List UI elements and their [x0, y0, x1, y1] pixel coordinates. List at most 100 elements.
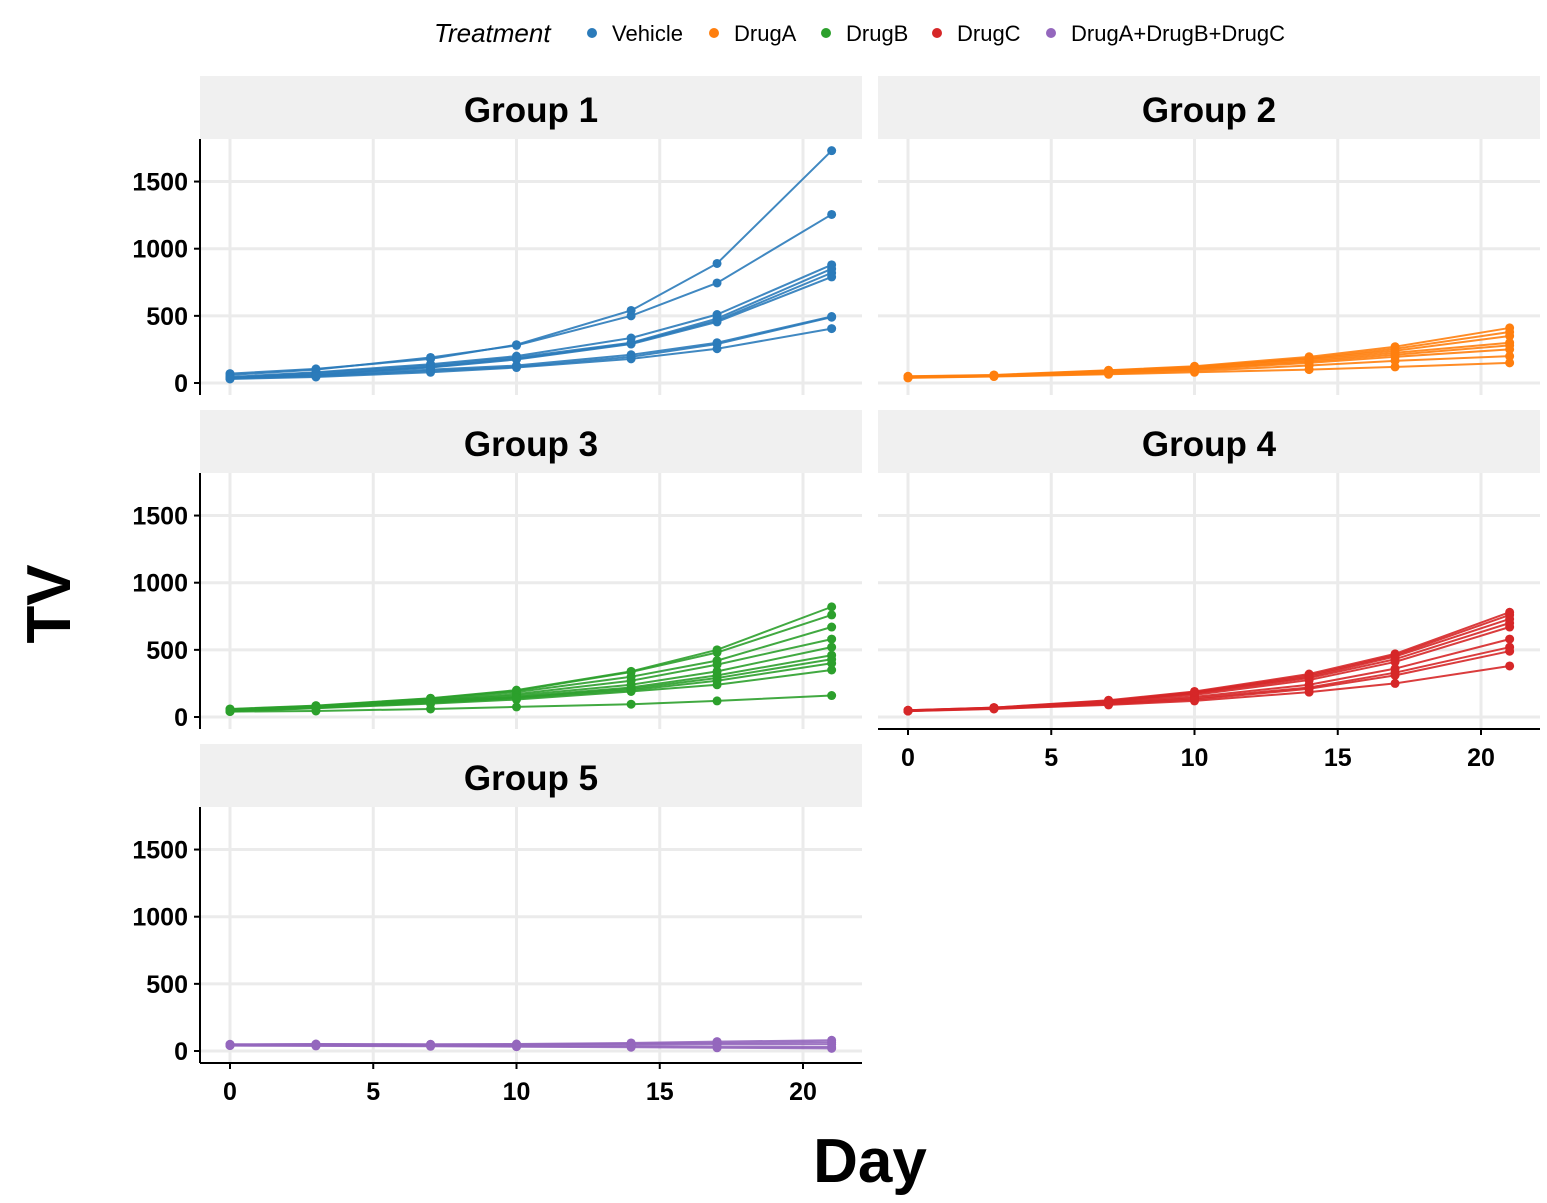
- data-point: [426, 1041, 436, 1051]
- data-point: [1390, 362, 1400, 372]
- data-point: [512, 702, 521, 712]
- legend-marker-1: [709, 28, 719, 38]
- data-point: [512, 695, 521, 705]
- legend-label: DrugA: [734, 21, 797, 46]
- data-point: [827, 634, 837, 644]
- data-point: [1390, 670, 1400, 680]
- panel-4: Group 4 0 5 10 15 20: [878, 410, 1540, 772]
- legend-label: DrugC: [957, 21, 1021, 46]
- data-point: [1505, 358, 1515, 368]
- y-tick-label: 1000: [132, 570, 188, 598]
- y-tick-label: 1000: [132, 904, 188, 932]
- data-point: [1104, 369, 1114, 379]
- y-tick-label: 500: [146, 971, 188, 999]
- series-line-1: [229, 149, 833, 375]
- series-line-8: [907, 650, 1510, 712]
- data-point: [1304, 687, 1314, 697]
- data-point: [903, 373, 913, 383]
- data-point: [827, 691, 837, 701]
- facet-strip: [200, 744, 862, 807]
- data-point: [712, 1043, 722, 1053]
- facet-strip: [200, 76, 862, 139]
- data-point: [827, 146, 837, 156]
- facet-title: Group 1: [464, 91, 598, 130]
- legend: Treatment Vehicle DrugA DrugB DrugC DrugA+Dr…: [434, 18, 1285, 48]
- data-point: [626, 311, 636, 321]
- x-tick-label: 15: [1324, 744, 1352, 772]
- data-point: [311, 706, 321, 716]
- data-point: [1505, 661, 1515, 671]
- x-tick-label: 10: [1181, 744, 1209, 772]
- data-point: [626, 699, 636, 709]
- data-point: [827, 622, 837, 632]
- data-point: [712, 344, 722, 354]
- panel-3: Group 3 0 500 1000 1500: [132, 410, 862, 732]
- x-tick-label: 5: [1044, 744, 1058, 772]
- data-point: [827, 602, 837, 612]
- data-point: [989, 704, 999, 714]
- y-tick-label: 1000: [132, 236, 188, 264]
- data-point: [1190, 696, 1199, 706]
- facet-strip: [878, 76, 1540, 139]
- data-point: [626, 1042, 636, 1052]
- data-point: [1104, 700, 1114, 710]
- legend-marker-2: [821, 28, 831, 38]
- data-point: [712, 680, 722, 690]
- y-tick-label: 0: [174, 370, 188, 398]
- data-point: [225, 1041, 235, 1051]
- data-point: [989, 372, 999, 382]
- y-tick-label: 1500: [132, 503, 188, 531]
- data-point: [712, 696, 722, 706]
- x-axis-label: Day: [813, 1127, 927, 1196]
- series-line-6: [229, 654, 832, 712]
- series-line-5: [229, 271, 833, 380]
- data-point: [1190, 367, 1199, 377]
- facet-title: Group 5: [464, 759, 598, 798]
- data-point: [311, 372, 321, 382]
- data-point: [712, 648, 722, 658]
- data-point: [1505, 646, 1515, 656]
- legend-label: DrugA+DrugB+DrugC: [1071, 21, 1285, 46]
- data-point: [827, 209, 837, 219]
- data-point: [426, 352, 436, 362]
- facet-strip: [200, 410, 862, 473]
- legend-label: Vehicle: [612, 21, 683, 46]
- panel-1: Group 1 0 500 1000 1500: [132, 76, 862, 398]
- data-point: [626, 339, 636, 349]
- x-tick-label: 20: [1467, 744, 1495, 772]
- y-axis-label: TV: [15, 564, 84, 643]
- data-point: [512, 363, 521, 373]
- y-tick-label: 1500: [132, 169, 188, 197]
- series-line-6: [229, 275, 833, 379]
- x-tick-label: 0: [901, 744, 915, 772]
- data-point: [903, 706, 913, 716]
- data-point: [1505, 634, 1515, 644]
- facet-strip: [878, 410, 1540, 473]
- data-point: [827, 312, 837, 322]
- legend-marker-0: [587, 28, 597, 38]
- data-point: [1505, 622, 1515, 632]
- data-point: [712, 258, 722, 268]
- data-point: [311, 1041, 321, 1051]
- data-point: [1505, 331, 1515, 341]
- x-tick-label: 5: [366, 1078, 380, 1106]
- y-tick-label: 0: [174, 1038, 188, 1066]
- facet-title: Group 2: [1142, 91, 1276, 130]
- x-tick-label: 0: [223, 1078, 237, 1106]
- legend-marker-4: [1046, 28, 1056, 38]
- y-tick-label: 1500: [132, 837, 188, 865]
- panel-5: Group 5 0 500 1000 1500 0 5 10 15 20: [132, 744, 862, 1106]
- data-point: [827, 272, 837, 282]
- facet-title: Group 4: [1142, 425, 1277, 464]
- data-point: [225, 374, 235, 384]
- data-point: [225, 707, 235, 717]
- data-point: [827, 324, 837, 334]
- y-tick-label: 500: [146, 637, 188, 665]
- data-point: [712, 278, 722, 288]
- data-point: [827, 1043, 837, 1053]
- data-point: [827, 658, 837, 668]
- y-tick-label: 0: [174, 704, 188, 732]
- data-point: [426, 367, 436, 377]
- data-point: [827, 665, 837, 675]
